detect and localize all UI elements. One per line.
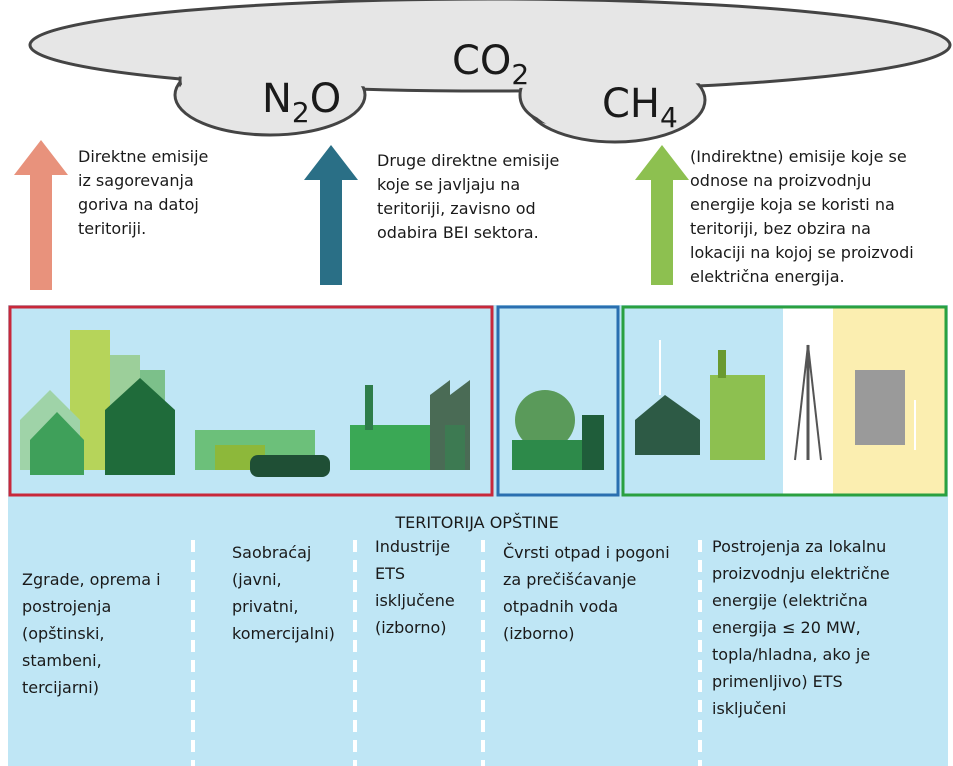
- column-text-line: stambeni,: [22, 651, 102, 670]
- column-text-line: energije (električna: [712, 591, 868, 610]
- box: [621, 305, 948, 497]
- arrow: [14, 140, 68, 290]
- gas-base: CO: [452, 38, 511, 84]
- column-text-line: primenljivo) ETS: [712, 672, 843, 691]
- box: [8, 305, 494, 497]
- arrow-caption-line: odabira BEI sektora.: [377, 223, 539, 242]
- arrow-caption-line: Direktne emisije: [78, 147, 208, 166]
- gas-sub: 4: [660, 101, 678, 134]
- column-text: Postrojenja za lokalnu proizvodnju elektr…: [712, 537, 890, 718]
- cloud-fill: [33, 2, 947, 139]
- column-text-line: Industrije: [375, 537, 450, 556]
- arrow: [304, 145, 358, 285]
- arrow-caption-line: električna energija.: [690, 267, 845, 286]
- box: [496, 305, 620, 497]
- arrow-caption: (Indirektne) emisije koje se odnose na pr…: [690, 147, 914, 286]
- gas-base: CH: [602, 81, 660, 127]
- arrow-caption-line: (Indirektne) emisije koje se: [690, 147, 907, 166]
- column-text-line: ETS: [375, 564, 405, 583]
- gas-label: CO2: [452, 38, 529, 91]
- column-text-line: energija ≤ 20 MW,: [712, 618, 861, 637]
- column-text-line: postrojenja: [22, 597, 111, 616]
- column-text-line: privatni,: [232, 597, 298, 616]
- column-text-line: tercijarni): [22, 678, 99, 697]
- column-text-line: (izborno): [503, 624, 575, 643]
- column-text-line: isključene: [375, 591, 455, 610]
- arrow-caption-line: iz sagorevanja: [78, 171, 194, 190]
- arrow: [635, 145, 689, 285]
- arrow-caption: Druge direktne emisije koje se javljaju n…: [377, 151, 559, 242]
- arrow-caption: Direktne emisije iz sagorevanja goriva na …: [78, 147, 208, 238]
- separator: [191, 540, 702, 766]
- column-text-line: isključeni: [712, 699, 786, 718]
- arrow-caption-line: odnose na proizvodnju: [690, 171, 871, 190]
- arrow-caption-line: Druge direktne emisije: [377, 151, 559, 170]
- arrow-caption-line: teritoriji.: [78, 219, 146, 238]
- gas-base: N: [262, 76, 292, 122]
- column-text-line: proizvodnju električne: [712, 564, 890, 583]
- arrow-caption-line: teritoriji, bez obzira na: [690, 219, 871, 238]
- city: [20, 330, 470, 477]
- column-text-line: topla/hladna, ako je: [712, 645, 870, 664]
- arrow-caption-line: energije koja se koristi na: [690, 195, 895, 214]
- arrow-caption-line: lokaciji na kojoj se proizvodi: [690, 243, 914, 262]
- arrow-caption-line: goriva na datoj: [78, 195, 199, 214]
- column-text: Saobraćaj (javni, privatni, komercijalni): [232, 543, 335, 643]
- column-text-line: Čvrsti otpad i pogoni: [503, 543, 670, 562]
- energy: [635, 340, 916, 461]
- column-text-line: Saobraćaj: [232, 543, 311, 562]
- column-text-line: Postrojenja za lokalnu: [712, 537, 886, 556]
- gas-tail: O: [310, 76, 341, 122]
- arrow-caption-line: teritoriji, zavisno od: [377, 199, 536, 218]
- territory-label: TERITORIJA OPŠTINE: [394, 513, 558, 532]
- column-text: Zgrade, oprema i postrojenja (opštinski, st…: [22, 570, 161, 697]
- column-text: Čvrsti otpad i pogoni za prečišćavanje otp…: [503, 543, 670, 643]
- gas-sub: 2: [511, 58, 529, 91]
- column-text-line: otpadnih voda: [503, 597, 618, 616]
- gas-sub: 2: [292, 96, 310, 129]
- arrow-caption-line: koje se javljaju na: [377, 175, 520, 194]
- waste: [512, 390, 604, 470]
- column-text-line: (javni,: [232, 570, 282, 589]
- column-text-line: (opštinski,: [22, 624, 105, 643]
- gas-label: N2O: [262, 76, 341, 129]
- gas-label: CH4: [602, 81, 678, 134]
- column-text-line: komercijalni): [232, 624, 335, 643]
- column-text-line: Zgrade, oprema i: [22, 570, 161, 589]
- column-text: Industrije ETS isključene (izborno): [375, 537, 455, 637]
- column-text-line: (izborno): [375, 618, 447, 637]
- column-text-line: za prečišćavanje: [503, 570, 636, 589]
